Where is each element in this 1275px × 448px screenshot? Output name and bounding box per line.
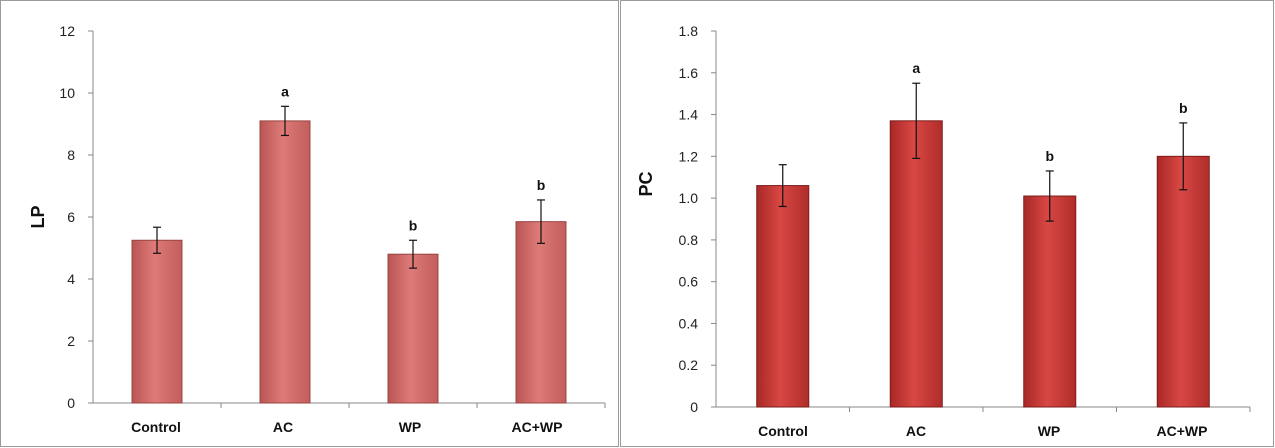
lp-y-ticks: 0 2 4 6 8 10 12 (59, 23, 606, 411)
lp-y-tick-label: 12 (59, 23, 75, 39)
lp-y-tick-label: 10 (59, 85, 75, 101)
pc-significance-label: b (1045, 148, 1054, 164)
pc-category-labels: Control AC WP AC+WP (758, 423, 1207, 439)
pc-y-tick-label: 0.4 (679, 315, 699, 331)
pc-category-label-wp: WP (1038, 423, 1061, 439)
lp-y-tick-label: 6 (67, 209, 75, 225)
lp-significance-label: b (537, 177, 546, 193)
lp-y-tick-label: 8 (67, 147, 75, 163)
pc-bars: a b b (756, 60, 1210, 408)
pc-bar-ac-wp (1156, 155, 1210, 408)
lp-bars: a b b (131, 83, 567, 404)
lp-bar-ac-wp (515, 221, 567, 404)
pc-y-tick-label: 0.8 (679, 232, 699, 248)
pc-y-tick-label: 1.8 (679, 23, 699, 39)
pc-y-tick-label: 0 (690, 399, 698, 415)
lp-category-label-wp: WP (399, 419, 422, 435)
pc-bar-wp (1023, 195, 1077, 408)
pc-bar-control (756, 185, 810, 408)
pc-y-tick-label: 0.2 (679, 357, 699, 373)
lp-category-label-control: Control (131, 419, 181, 435)
pc-category-label-ac-wp: AC+WP (1157, 423, 1208, 439)
pc-bar-ac (889, 120, 943, 408)
pc-significance-label: a (912, 60, 920, 76)
lp-category-label-ac: AC (273, 419, 293, 435)
pc-y-tick-label: 1.6 (679, 65, 699, 81)
lp-y-tick-label: 2 (67, 333, 75, 349)
lp-y-tick-label: 0 (67, 395, 75, 411)
pc-category-label-ac: AC (906, 423, 926, 439)
pc-y-tick-label: 0.6 (679, 274, 699, 290)
pc-y-axis-label: PC (636, 171, 656, 196)
lp-category-labels: Control AC WP AC+WP (131, 419, 562, 435)
lp-significance-label: b (409, 217, 418, 233)
lp-y-axis-label: LP (28, 205, 48, 228)
lp-bar-chart: LP 0 2 4 6 8 10 12 a b b Control AC WP AC+WP (28, 23, 606, 435)
pc-category-label-control: Control (758, 423, 808, 439)
lp-bar-control (131, 239, 183, 404)
lp-significance-label: a (281, 83, 289, 99)
lp-bar-ac (259, 120, 311, 404)
pc-y-ticks: 0 0.2 0.4 0.6 0.8 1.0 1.2 1.4 1.6 1.8 (679, 23, 1251, 415)
pc-bar-chart: PC 0 0.2 0.4 0.6 0.8 1.0 1.2 1.4 1.6 1.8 a b b Cont… (636, 23, 1251, 439)
lp-y-tick-label: 4 (67, 271, 75, 287)
pc-significance-label: b (1179, 100, 1188, 116)
lp-bar-wp (387, 253, 439, 404)
lp-category-label-ac-wp: AC+WP (512, 419, 563, 435)
pc-y-tick-label: 1.2 (679, 148, 699, 164)
pc-y-tick-label: 1.4 (679, 107, 699, 123)
pc-y-tick-label: 1.0 (679, 190, 699, 206)
